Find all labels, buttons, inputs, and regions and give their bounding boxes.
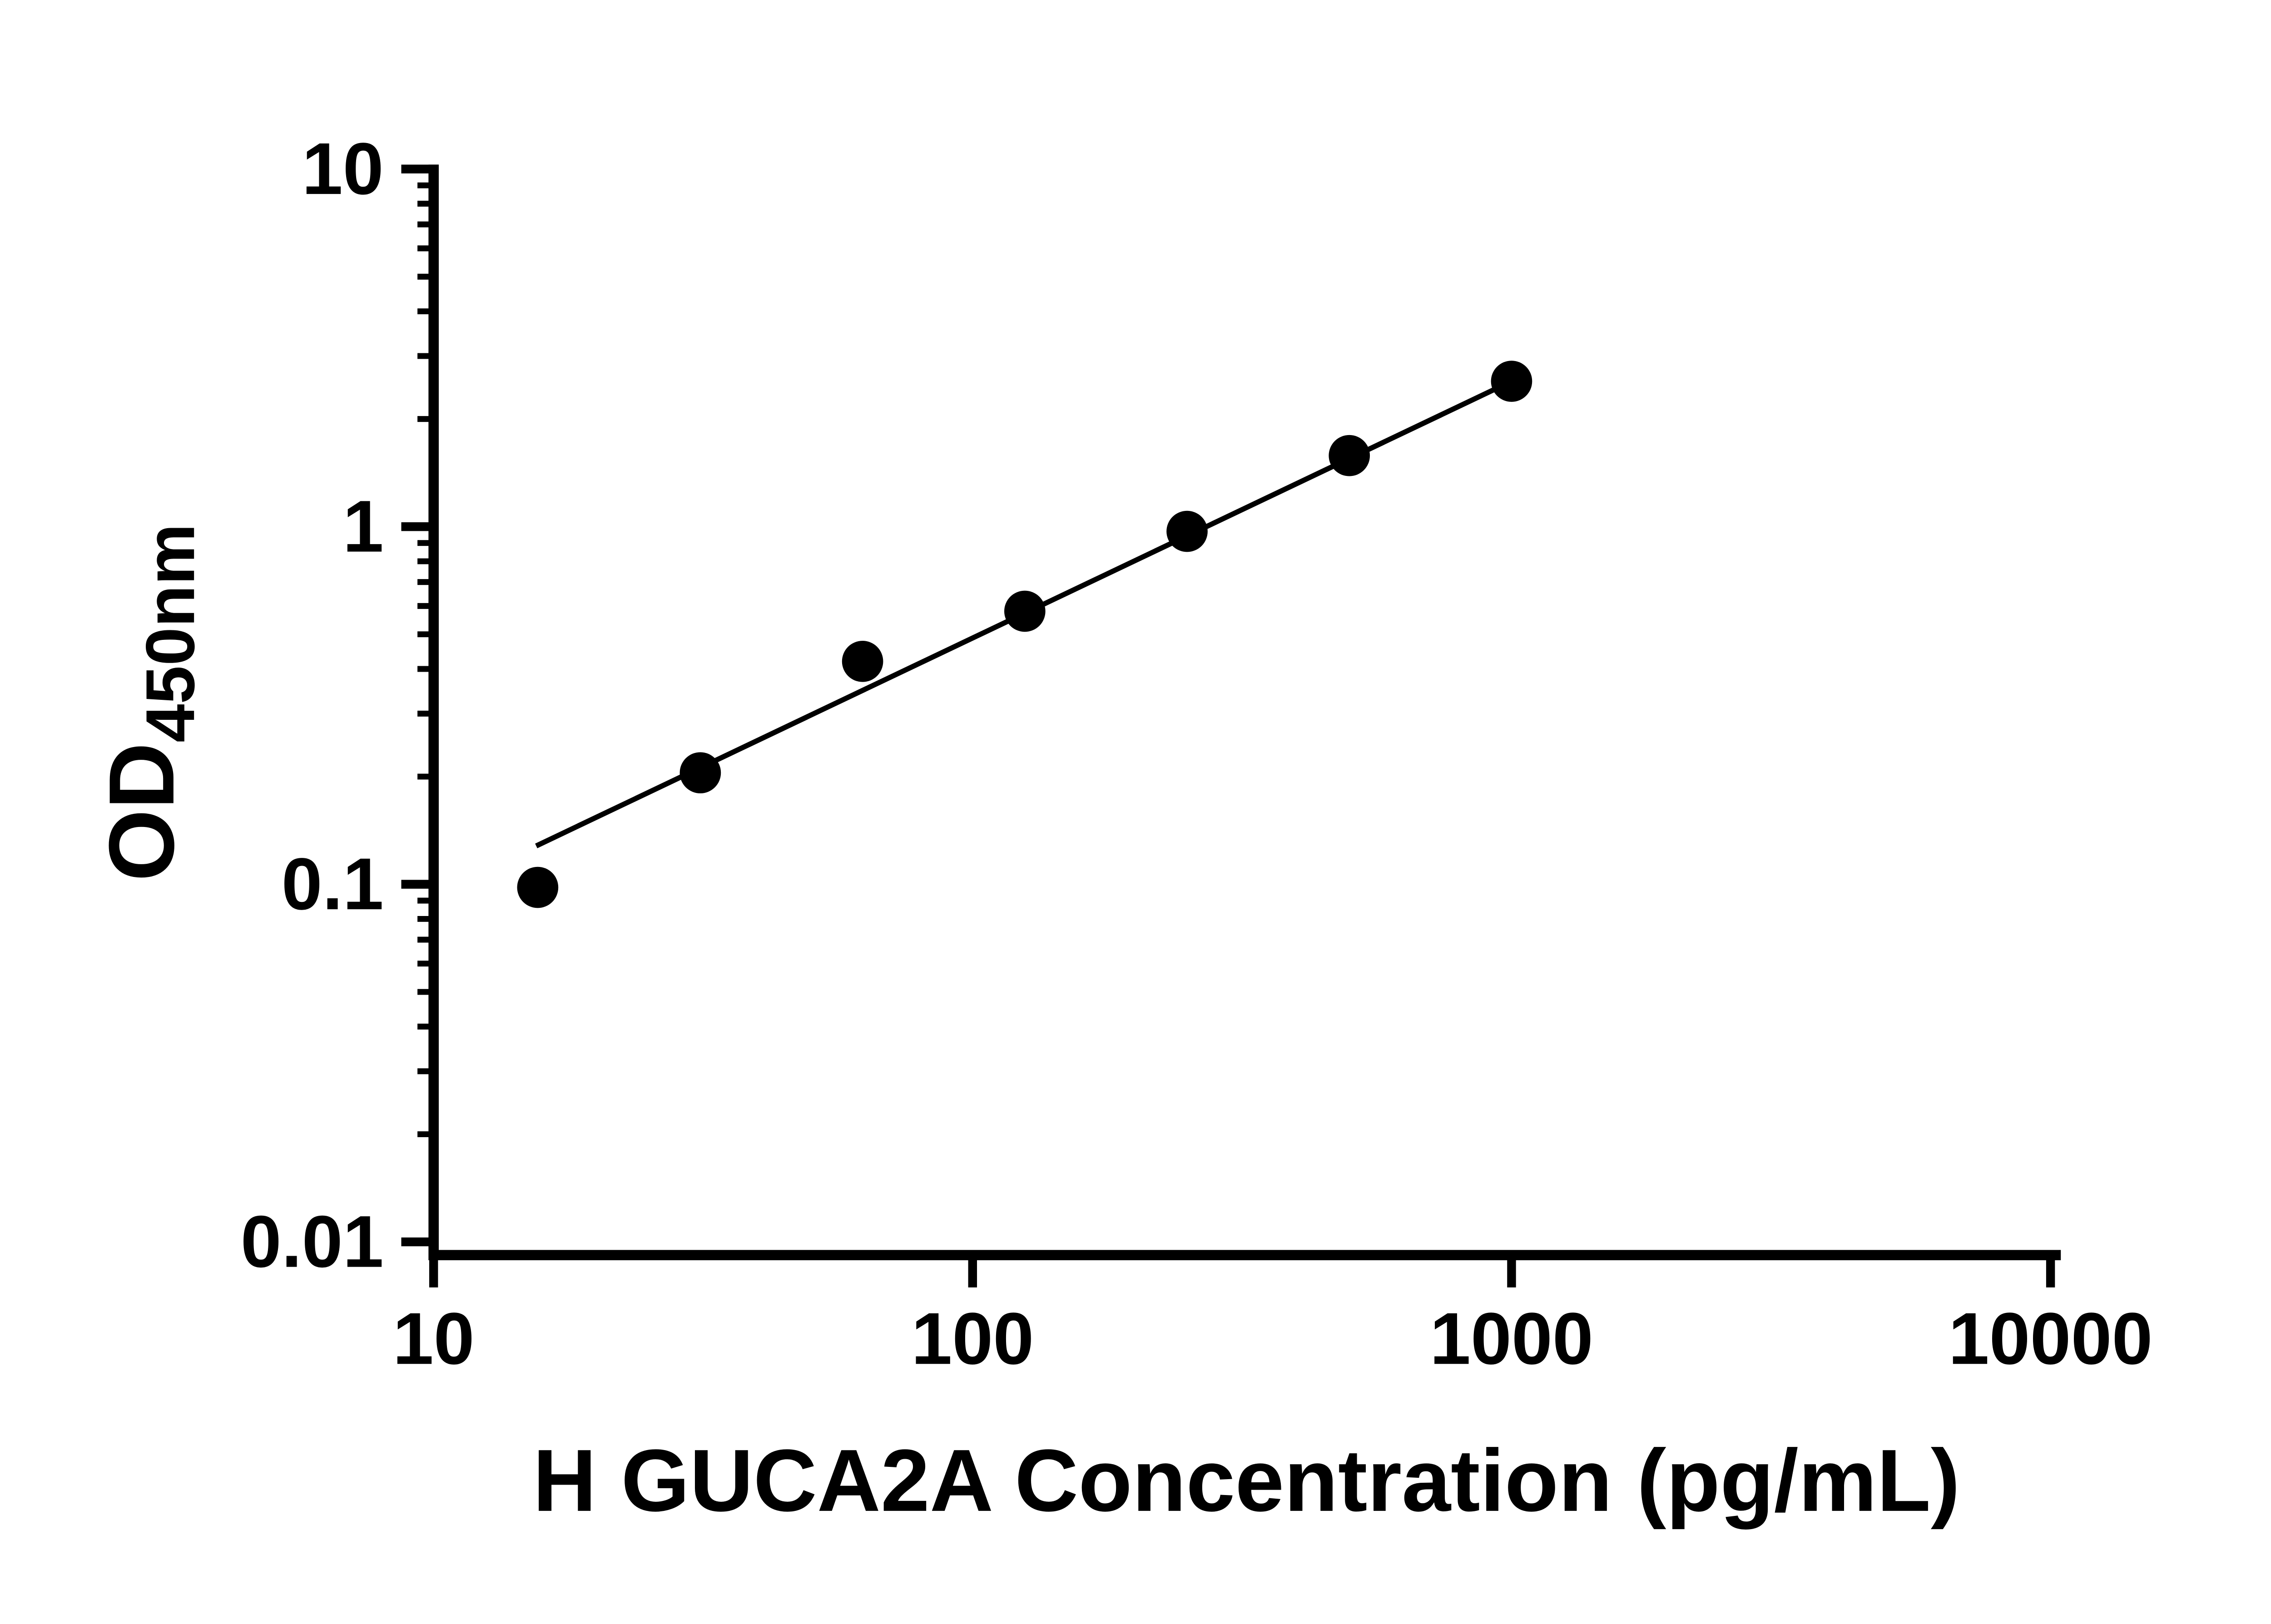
y-tick-label: 1 <box>343 486 384 568</box>
data-point <box>1004 590 1046 632</box>
axes <box>428 164 2061 1261</box>
axis-lines <box>428 164 2061 1261</box>
axis-ticks <box>401 164 2055 1287</box>
x-axis-title: H GUCA2A Concentration (pg/mL) <box>533 1431 1960 1530</box>
y-axis-title: OD450nm <box>90 524 209 881</box>
x-tick-label: 10 <box>393 1298 475 1380</box>
x-tick-label: 1000 <box>1430 1298 1593 1380</box>
plot-area <box>517 361 1532 908</box>
data-point <box>1166 510 1208 552</box>
y-tick-label: 10 <box>302 128 384 210</box>
data-point <box>517 866 559 908</box>
y-tick-label: 0.1 <box>282 843 384 925</box>
data-point <box>1329 435 1370 476</box>
x-tick-label: 100 <box>911 1298 1034 1380</box>
data-point <box>679 752 721 793</box>
y-axis-title-main: OD <box>90 743 193 881</box>
x-tick-label: 10000 <box>1949 1298 2153 1380</box>
data-point <box>842 641 883 682</box>
y-tick-label: 0.01 <box>241 1201 384 1283</box>
y-axis-title-sub: 450nm <box>132 524 209 743</box>
data-point <box>1491 361 1532 402</box>
